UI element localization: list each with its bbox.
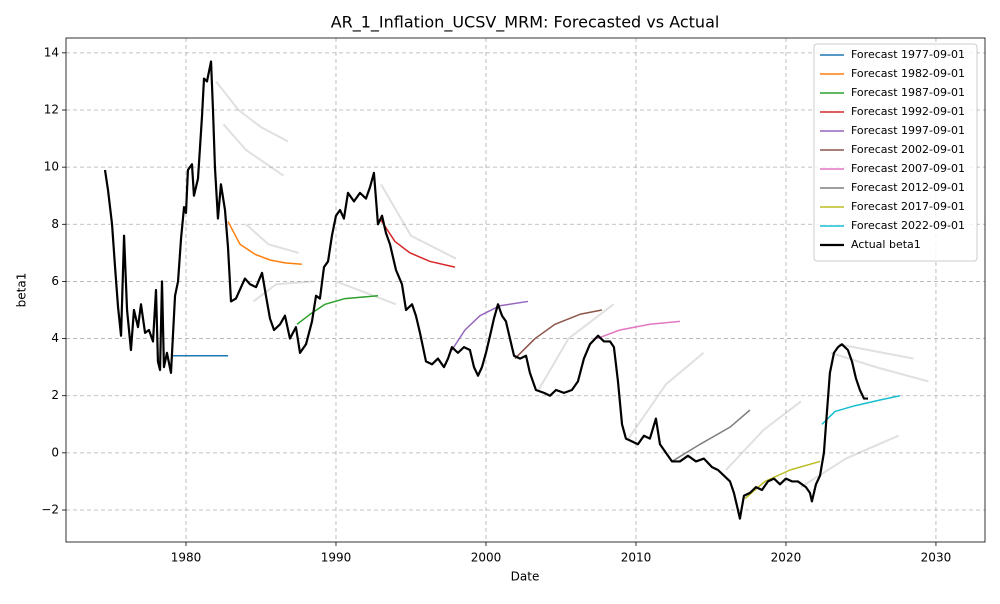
series-line: [245, 223, 299, 254]
y-tick-label: 2: [51, 388, 59, 402]
plot-frame: [65, 37, 986, 543]
series-line: [596, 320, 680, 340]
y-axis-label: beta1: [15, 273, 29, 308]
x-tick-label: 2020: [771, 551, 802, 565]
y-tick-label: 8: [51, 217, 59, 231]
legend-label: Forecast 1987-09-01: [851, 86, 965, 99]
y-tick-label: 0: [51, 445, 59, 459]
series-line: [296, 294, 379, 325]
series-line: [627, 352, 705, 440]
y-tick-label: −2: [41, 503, 59, 517]
legend-box: [813, 43, 978, 262]
legend-label: Forecast 2007-09-01: [851, 162, 965, 175]
series-line: [830, 351, 929, 383]
series-line: [222, 123, 285, 177]
y-tick-label: 10: [44, 160, 59, 174]
legend-label: Forecast 2012-09-01: [851, 181, 965, 194]
series-line: [800, 434, 899, 488]
series-line: [838, 343, 914, 360]
legend-label: Forecast 2022-09-01: [851, 219, 965, 232]
series-line: [215, 80, 289, 143]
series-line: [252, 280, 314, 303]
legend-label: Forecast 2002-09-01: [851, 143, 965, 156]
series-line: [449, 300, 529, 354]
legend-label: Forecast 1997-09-01: [851, 124, 965, 137]
y-tick-label: 4: [51, 331, 59, 345]
y-tick-label: 6: [51, 274, 59, 288]
legend-label: Forecast 2017-09-01: [851, 200, 965, 213]
chart-title: AR_1_Inflation_UCSV_MRM: Forecasted vs A…: [331, 13, 720, 33]
legend-label: Forecast 1982-09-01: [851, 67, 965, 80]
series-line: [725, 400, 802, 471]
x-tick-label: 1990: [321, 551, 352, 565]
x-tick-label: 1980: [171, 551, 202, 565]
series-line: [744, 460, 821, 500]
series-line: [671, 409, 751, 463]
series-line: [103, 60, 869, 520]
x-tick-label: 2000: [471, 551, 502, 565]
series-line: [821, 394, 901, 425]
series-line: [380, 183, 457, 260]
x-tick-label: 2010: [621, 551, 652, 565]
legend-label: Actual beta1: [851, 238, 921, 251]
x-tick-label: 2030: [921, 551, 952, 565]
series-line: [335, 280, 397, 306]
x-axis-label: Date: [511, 570, 540, 584]
series-line: [379, 218, 456, 268]
legend-label: Forecast 1977-09-01: [851, 48, 965, 61]
y-tick-label: 12: [44, 103, 59, 117]
series-line: [227, 221, 303, 266]
series-line: [514, 309, 603, 360]
legend: Forecast 1977-09-01 Forecast 1982-09-01 Fo…: [813, 43, 978, 262]
legend-label: Forecast 1992-09-01: [851, 105, 965, 118]
series-line: [537, 303, 615, 391]
y-tick-label: 14: [44, 45, 59, 59]
